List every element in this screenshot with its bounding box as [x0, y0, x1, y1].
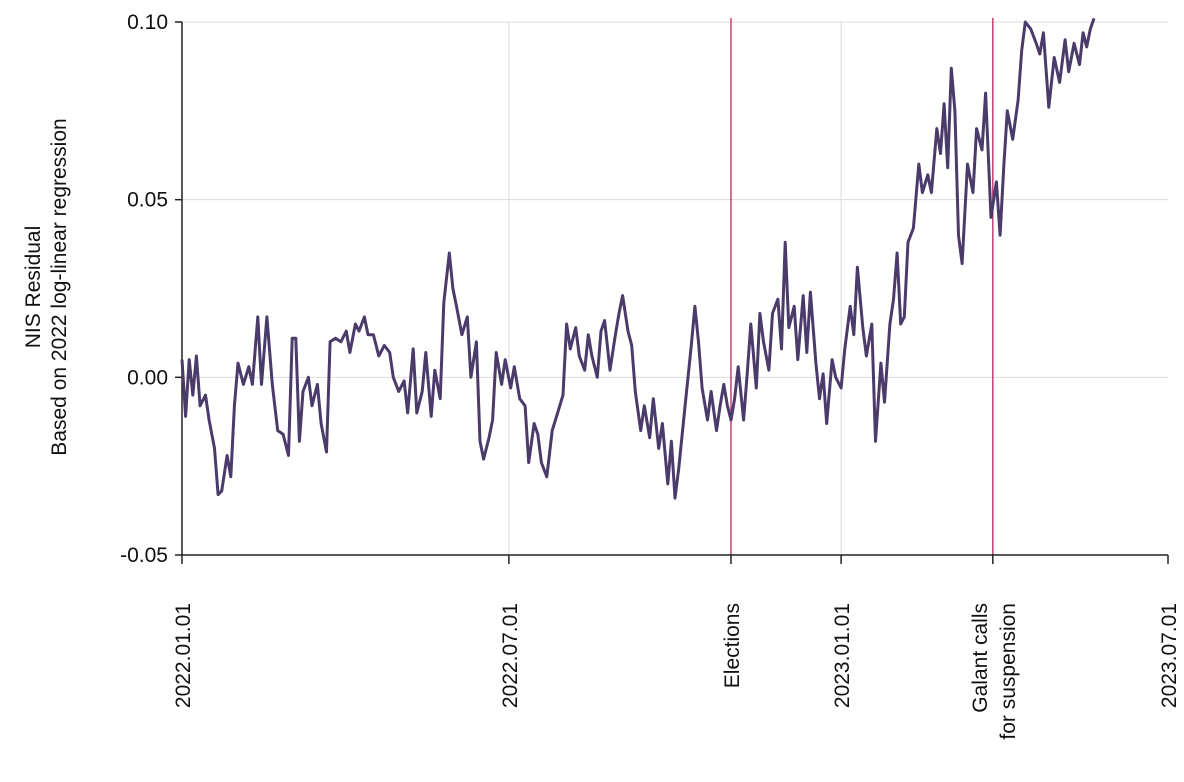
- series-line: [180, 17, 1096, 500]
- x-tick-label: 2022.07.01: [499, 603, 522, 708]
- axes: [181, 22, 1168, 556]
- tick-labels: -0.05 0.00 0.05 0.10 2022.01.01 2022.07.01 202…: [120, 11, 1181, 740]
- event-label: for suspension: [997, 603, 1020, 740]
- x-tick-label: 2023.01.01: [831, 603, 854, 708]
- y-tick-label: 0.05: [127, 189, 168, 212]
- axis-ticks: [175, 21, 1169, 564]
- y-tick-label: 0.00: [127, 366, 168, 389]
- event-label: Galant calls: [969, 603, 992, 713]
- y-tick-label: 0.10: [127, 11, 168, 34]
- event-markers: [730, 18, 994, 555]
- series-layer: [180, 17, 1096, 500]
- y-tick-label: -0.05: [120, 544, 168, 567]
- y-axis-label-line1: NIS Residual: [22, 226, 45, 349]
- x-tick-label: 2023.07.01: [1158, 603, 1181, 708]
- gridlines: [182, 21, 1168, 555]
- event-label: Elections: [721, 603, 744, 688]
- x-tick-label: 2022.01.01: [172, 603, 195, 708]
- y-axis-label-line2: Based on 2022 log-linear regression: [48, 118, 71, 455]
